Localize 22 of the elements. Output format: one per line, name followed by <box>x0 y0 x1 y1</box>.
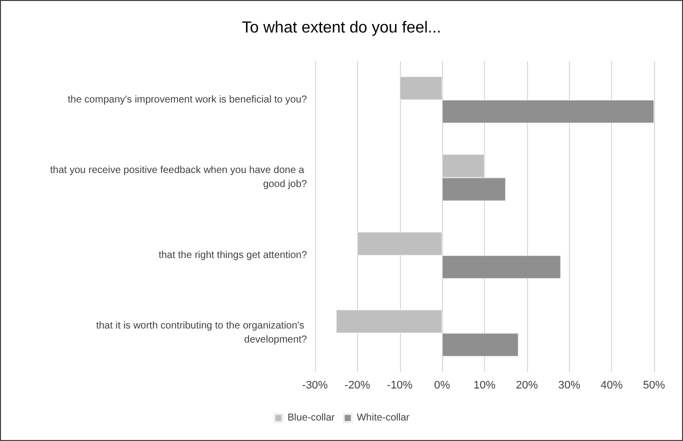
y-tick-label: that it is worth contributing to the organization's development? <box>96 320 308 346</box>
x-tick-label: -30% <box>302 380 328 392</box>
bar <box>357 232 442 256</box>
x-tick-label: 30% <box>558 380 580 392</box>
bar <box>400 76 442 100</box>
x-tick-label: 20% <box>516 380 538 392</box>
x-tick-label: 0% <box>434 380 450 392</box>
chart-title: To what extent do you feel... <box>242 20 442 36</box>
legend-label: White-collar <box>356 412 410 424</box>
legend-label: Blue-collar <box>287 412 336 424</box>
bar <box>442 333 518 356</box>
y-tick-label: that the right things get attention? <box>158 250 308 261</box>
x-tick-label: 50% <box>642 380 666 392</box>
y-tick-label: the company's improvement work is beneficial to you? <box>68 94 308 106</box>
bar <box>442 100 654 124</box>
x-tick-label: 10% <box>473 380 496 392</box>
x-tick-label: -20% <box>344 380 370 392</box>
x-tick-label: 40% <box>600 380 623 392</box>
bar <box>442 255 561 279</box>
x-tick-label: -10% <box>386 380 413 392</box>
bar <box>336 310 442 334</box>
y-tick-label: that you receive positive feedback when you have done a good job? <box>50 165 308 190</box>
